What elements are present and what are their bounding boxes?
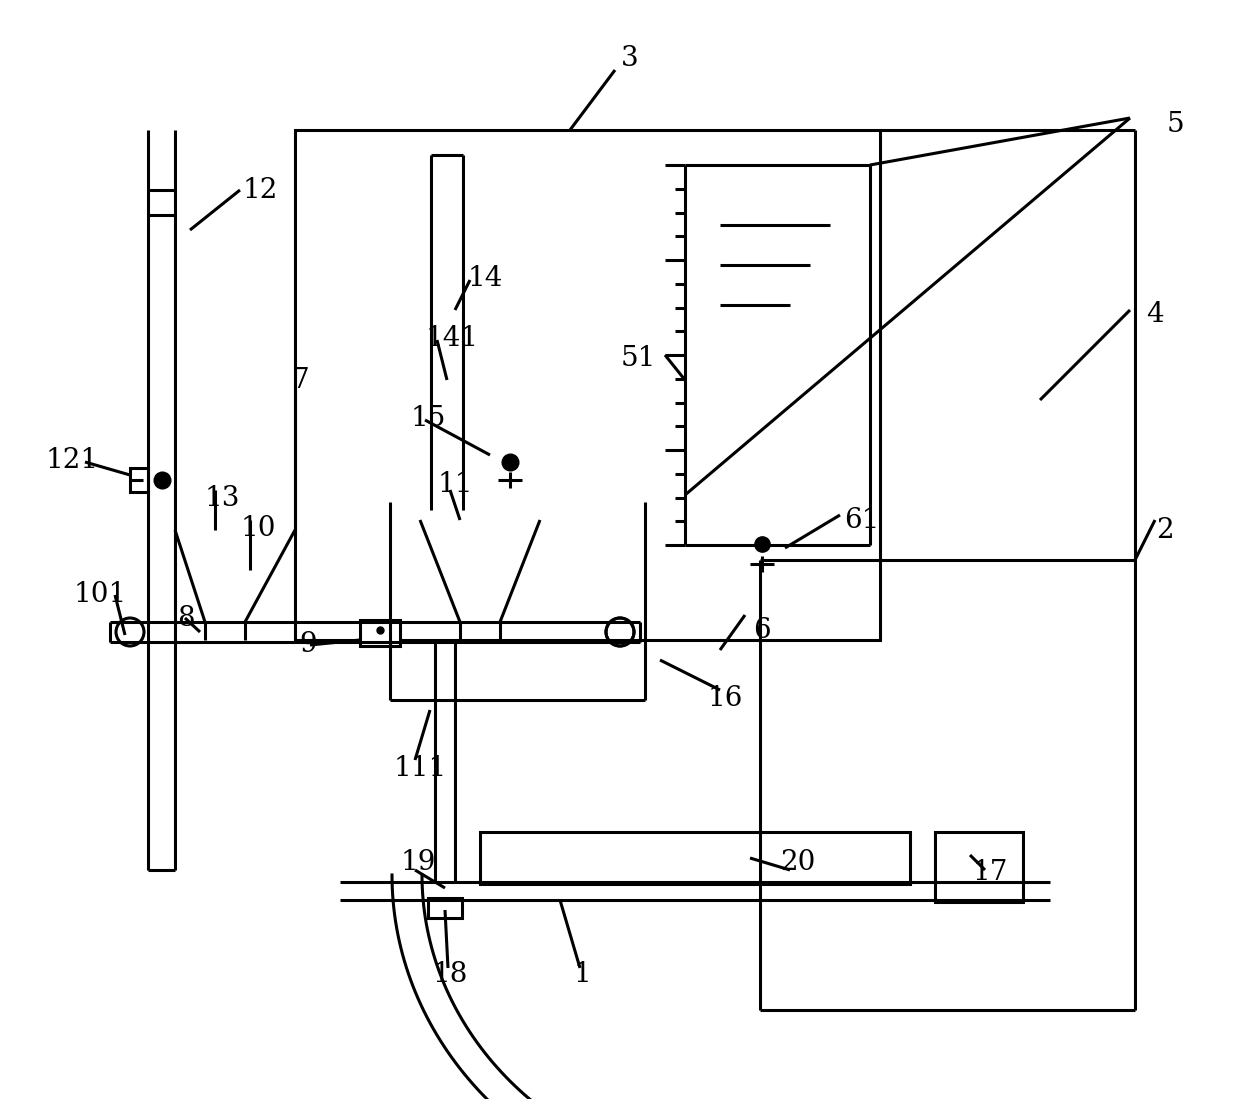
Text: 4: 4: [1146, 301, 1164, 329]
Text: 11: 11: [438, 471, 472, 499]
Bar: [360, 620, 401, 646]
Text: 61: 61: [844, 507, 879, 533]
Text: 18: 18: [433, 962, 467, 988]
Bar: [130, 468, 148, 492]
Text: 1: 1: [573, 962, 591, 988]
Text: 51: 51: [620, 344, 656, 371]
Text: 6: 6: [753, 617, 771, 644]
Text: 19: 19: [401, 848, 435, 876]
Text: 9: 9: [299, 632, 316, 658]
Bar: [935, 832, 1023, 902]
Text: 16: 16: [707, 685, 743, 711]
Text: 17: 17: [972, 858, 1008, 886]
Text: 20: 20: [780, 848, 816, 876]
Text: 121: 121: [46, 446, 98, 474]
Bar: [428, 898, 463, 918]
Text: 10: 10: [241, 514, 275, 542]
Text: 8: 8: [177, 604, 195, 632]
Text: 14: 14: [467, 265, 502, 291]
Text: 7: 7: [291, 366, 309, 393]
Text: 111: 111: [393, 755, 446, 781]
Text: 101: 101: [73, 580, 126, 608]
Text: 12: 12: [242, 177, 278, 203]
Text: 15: 15: [410, 404, 445, 432]
Text: 13: 13: [205, 485, 239, 511]
Bar: [295, 130, 880, 640]
Bar: [480, 832, 910, 884]
Text: 3: 3: [621, 44, 639, 71]
Text: 2: 2: [1156, 517, 1174, 544]
Text: 141: 141: [425, 324, 479, 352]
Text: 5: 5: [1166, 111, 1184, 138]
